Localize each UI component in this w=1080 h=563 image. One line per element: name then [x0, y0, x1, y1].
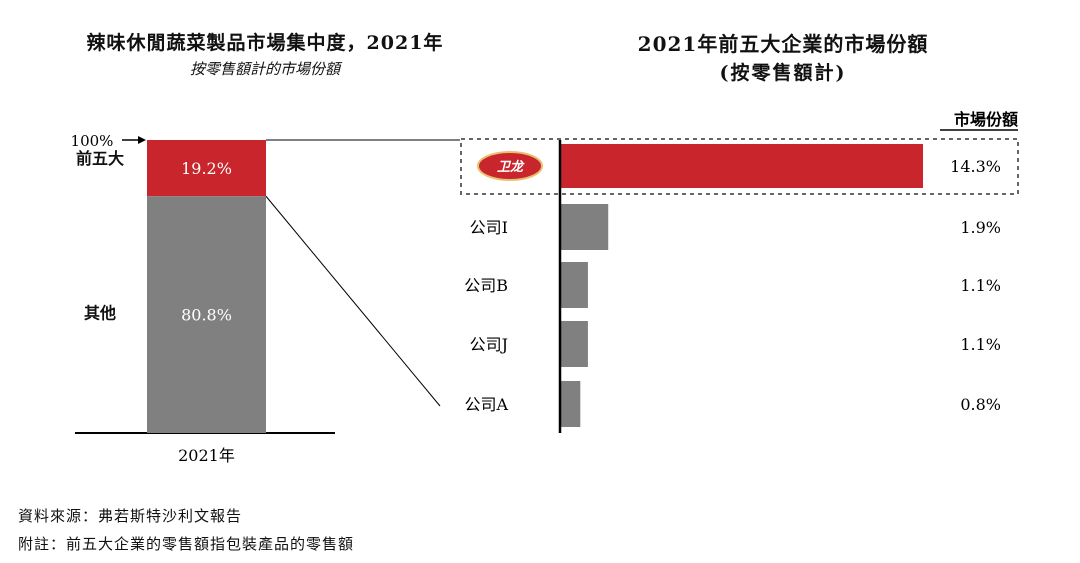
connector-line-bottom	[265, 195, 441, 407]
top-marker-label: 100%	[71, 132, 114, 150]
company-logo	[477, 151, 543, 181]
footnote: 附註：前五大企業的零售額指包裝產品的零售額	[18, 535, 355, 553]
company-logo-text: 卫龙	[497, 159, 525, 175]
left-chart-title: 辣味休閒蔬菜製品市場集中度，2021年	[86, 32, 444, 54]
bar-公司J	[560, 321, 588, 367]
top-marker-arrowhead	[138, 136, 146, 144]
bar-value-label: 1.1%	[960, 335, 1001, 354]
bar-category-label: 公司A	[464, 395, 508, 414]
bar-公司I	[560, 204, 609, 250]
left-chart-subtitle: 按零售額計的市場份額	[189, 60, 340, 78]
bar-value-label: 1.1%	[960, 276, 1001, 295]
segment-category-label: 其他	[84, 304, 116, 323]
bar-value-label: 1.9%	[960, 218, 1001, 237]
segment-category-label: 前五大	[76, 149, 124, 168]
segment-value-label: 19.2%	[181, 159, 232, 178]
highlight-box	[460, 138, 1019, 195]
bar-value-label: 0.8%	[960, 395, 1001, 414]
right-chart-title: 2021年前五大企業的市場份額	[637, 32, 929, 56]
bar-category-label: 公司I	[470, 218, 508, 237]
source-note: 資料來源：弗若斯特沙利文報告	[18, 507, 243, 525]
bar-category-label: 公司J	[470, 335, 508, 354]
bar-category-label: 公司B	[464, 276, 508, 295]
x-tick-label: 2021年	[178, 446, 235, 465]
stack-segment-top5	[147, 140, 266, 197]
bar-公司B	[560, 262, 588, 308]
bar-卫龙	[560, 144, 923, 188]
stack-segment-others	[147, 196, 266, 433]
right-chart-subtitle: (按零售額計)	[719, 62, 847, 84]
value-column-header: 市場份額	[954, 110, 1018, 129]
bar-公司A	[560, 381, 581, 427]
bar-value-label: 14.3%	[950, 157, 1001, 176]
segment-value-label: 80.8%	[181, 306, 232, 325]
